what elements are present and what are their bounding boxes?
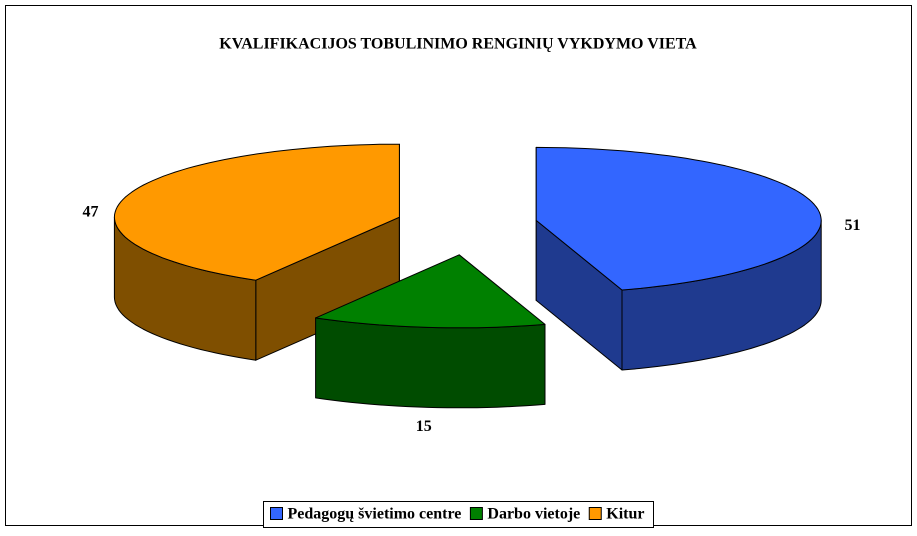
legend-swatch: [469, 507, 483, 520]
legend: Pedagogų švietimo centre Darbo vietoje Kit…: [263, 501, 654, 528]
data-label: 47: [83, 204, 99, 221]
slice: [113, 143, 400, 281]
slice-wall: [315, 317, 546, 409]
legend-swatch: [270, 507, 283, 520]
legend-label: Kitur: [606, 506, 644, 523]
chart-title: KVALIFIKACIJOS TOBULINIMO RENGINIŲ VYKDY…: [219, 36, 697, 53]
slice: [535, 146, 822, 291]
legend-label: Darbo vietoje: [487, 506, 580, 523]
legend-label: Pedagogų švietimo centre: [288, 506, 462, 523]
legend-swatch: [588, 507, 602, 520]
data-label: 51: [844, 217, 860, 234]
legend-box: [263, 501, 654, 528]
slice: [315, 254, 546, 329]
data-label: 15: [416, 418, 432, 435]
